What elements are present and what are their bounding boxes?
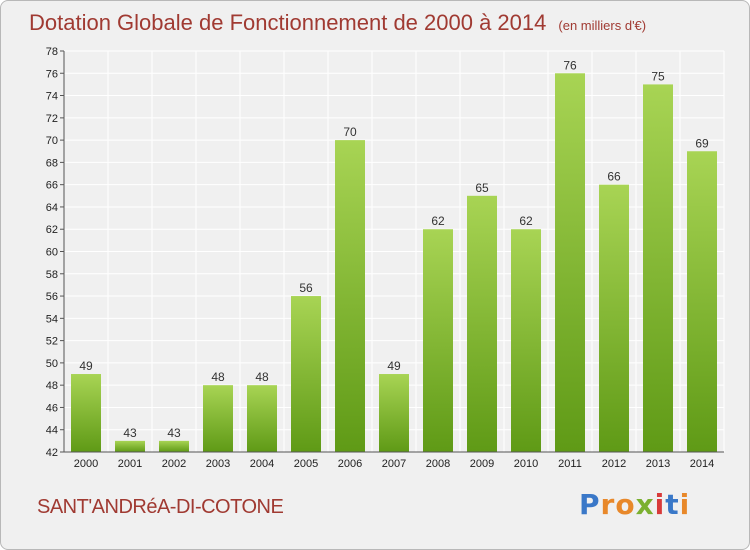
x-tick-label: 2000: [74, 458, 98, 470]
y-tick-label: 54: [46, 313, 58, 325]
x-tick-label: 2003: [206, 458, 230, 470]
value-label: 70: [343, 125, 357, 139]
bar: [115, 440, 145, 452]
y-tick-label: 74: [46, 91, 58, 103]
x-tick-label: 2004: [250, 458, 274, 470]
bar: [599, 184, 629, 452]
bar: [247, 385, 277, 452]
value-label: 75: [651, 69, 665, 83]
value-label: 49: [79, 359, 93, 373]
y-tick-label: 66: [46, 180, 58, 192]
bar: [687, 151, 717, 452]
y-tick-label: 68: [46, 157, 58, 169]
x-tick-label: 2006: [338, 458, 362, 470]
y-tick-label: 60: [46, 247, 58, 259]
bars: [71, 73, 717, 453]
logo-letter: i: [679, 488, 691, 521]
commune-name: SANT'ANDRéA-DI-COTONE: [37, 496, 284, 518]
bar: [467, 195, 497, 453]
value-label: 62: [431, 214, 445, 228]
logo-letter: P: [579, 488, 601, 521]
value-label: 48: [211, 370, 225, 384]
labels: 42 44 46 48 50 52 54 56 58 60 62 64 66 68 70 72 74 76 78 49…: [46, 46, 714, 470]
y-tick-label: 44: [46, 425, 58, 437]
logo-letter: o: [615, 488, 636, 521]
value-label: 69: [695, 136, 709, 150]
x-tick-label: 2007: [382, 458, 406, 470]
unit-note: (en milliers d'€): [558, 18, 647, 33]
y-tick-label: 50: [46, 358, 58, 370]
value-label: 43: [123, 426, 137, 440]
x-tick-label: 2012: [602, 458, 626, 470]
logo-letter: r: [600, 488, 616, 521]
chart-title: Dotation Globale de Fonctionnement de 20…: [29, 10, 646, 36]
logo-letter: i: [654, 488, 666, 521]
bar: [379, 374, 409, 452]
value-label: 48: [255, 370, 269, 384]
y-tick-label: 62: [46, 224, 58, 236]
x-tick-label: 2005: [294, 458, 318, 470]
bar: [291, 296, 321, 452]
y-tick-label: 42: [46, 447, 58, 459]
value-label: 76: [563, 58, 577, 72]
x-tick-label: 2001: [118, 458, 142, 470]
bar: [203, 385, 233, 452]
bar: [511, 229, 541, 452]
bar: [555, 73, 585, 453]
y-tick-label: 70: [46, 135, 58, 147]
value-label: 62: [519, 214, 533, 228]
proxiti-logo: Proxiti: [579, 488, 690, 521]
y-tick-label: 48: [46, 380, 58, 392]
y-tick-label: 46: [46, 402, 58, 414]
bar: [643, 84, 673, 453]
value-label: 65: [475, 181, 489, 195]
value-label: 66: [607, 170, 621, 184]
x-tick-label: 2002: [162, 458, 186, 470]
chart-title-text: Dotation Globale de Fonctionnement de 20…: [29, 10, 547, 35]
y-tick-label: 56: [46, 291, 58, 303]
logo-letter: x: [635, 488, 655, 521]
logo-letter: t: [665, 488, 680, 521]
x-tick-label: 2009: [470, 458, 494, 470]
bar: [159, 440, 189, 452]
axes: [60, 50, 724, 453]
x-tick-label: 2008: [426, 458, 450, 470]
y-tick-label: 72: [46, 113, 58, 125]
y-tick-label: 78: [46, 46, 58, 58]
x-tick-label: 2010: [514, 458, 538, 470]
x-tick-label: 2011: [558, 458, 582, 470]
bar: [335, 140, 365, 452]
y-tick-label: 58: [46, 269, 58, 281]
y-tick-label: 52: [46, 336, 58, 348]
bar: [71, 374, 101, 452]
bar: [423, 229, 453, 452]
value-label: 49: [387, 359, 401, 373]
value-label: 43: [167, 426, 181, 440]
y-tick-label: 76: [46, 68, 58, 80]
x-tick-label: 2014: [690, 458, 714, 470]
y-tick-label: 64: [46, 202, 58, 214]
x-tick-label: 2013: [646, 458, 670, 470]
value-label: 56: [299, 281, 313, 295]
